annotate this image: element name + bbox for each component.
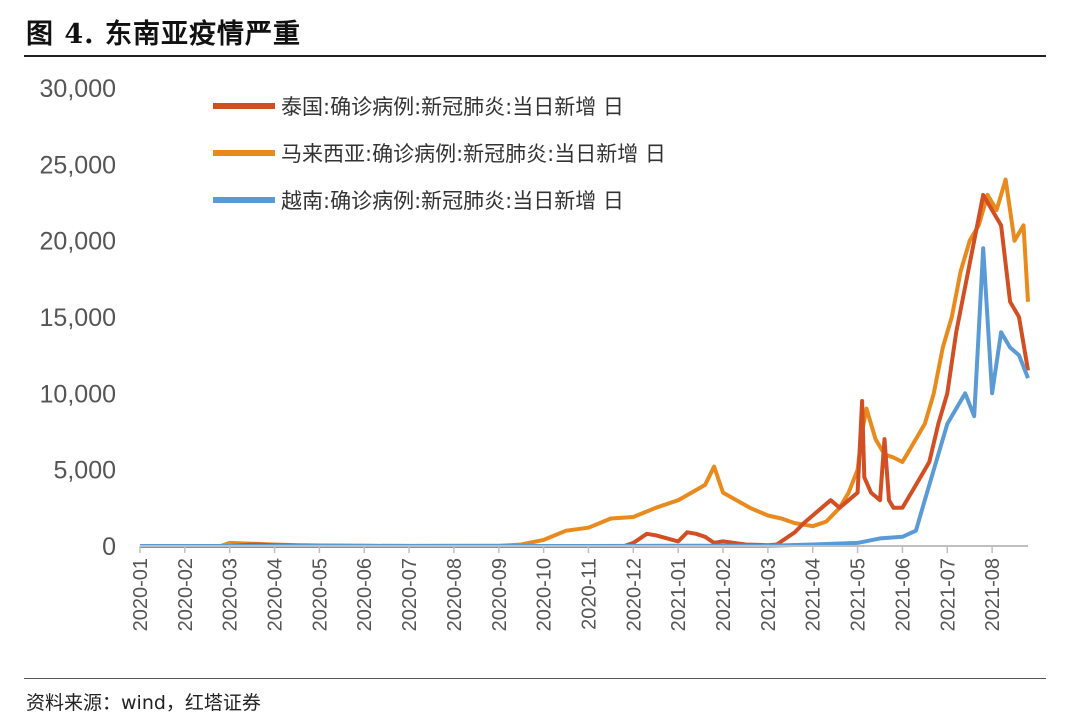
series-line-1: [140, 192, 1030, 548]
series-line-2: [140, 177, 1030, 548]
x-tick-label: 2020-10: [534, 558, 556, 631]
x-tick-label: 2021-01: [668, 558, 690, 631]
x-tick-label: 2021-04: [803, 558, 825, 631]
x-tick-label: 2020-06: [354, 558, 376, 631]
x-tick-label: 2021-03: [758, 558, 780, 631]
x-tick-label: 2020-02: [175, 558, 197, 631]
x-tick-label: 2021-06: [892, 558, 914, 631]
series-layer: [140, 177, 1030, 548]
source-note: 资料来源：wind，红塔证券: [26, 692, 261, 714]
x-tick-label: 2020-09: [489, 558, 511, 631]
y-tick-label: 10,000: [40, 380, 116, 408]
figure-title: 图 4. 东南亚疫情严重: [26, 19, 301, 50]
y-tick-label: 25,000: [40, 151, 116, 179]
y-axis: 0 5,000 10,000 15,000 20,000 25,000 30,000: [40, 75, 116, 561]
legend-label-1: 泰国:确诊病例:新冠肺炎:当日新增 日: [281, 95, 624, 119]
x-tick-label: 2021-02: [713, 558, 735, 631]
x-tick-label: 2020-07: [399, 558, 421, 631]
top-rule: [24, 55, 1046, 57]
y-tick-label: 20,000: [40, 228, 116, 256]
line-chart: 0 5,000 10,000 15,000 20,000 25,000 30,000 202…: [40, 75, 1030, 631]
bottom-rule: [24, 678, 1046, 679]
x-tick-label: 2020-04: [265, 558, 287, 631]
x-tick-label: 2020-11: [578, 558, 600, 630]
x-tick-label: 2020-05: [309, 558, 331, 631]
x-tick-label: 2021-07: [937, 558, 959, 631]
x-tick-label: 2020-03: [220, 558, 242, 631]
y-tick-label: 15,000: [40, 304, 116, 332]
x-tick-label: 2020-12: [623, 558, 645, 631]
series-line-3: [140, 246, 1030, 548]
y-tick-label: 30,000: [40, 75, 116, 103]
legend-label-3: 越南:确诊病例:新冠肺炎:当日新增 日: [281, 189, 624, 213]
y-tick-label: 0: [102, 533, 116, 561]
legend-label-2: 马来西亚:确诊病例:新冠肺炎:当日新增 日: [281, 142, 666, 166]
y-tick-label: 5,000: [53, 457, 116, 485]
x-axis: 2020-01 2020-02 2020-03 2020-04 2020-05 2020-…: [130, 545, 1028, 631]
x-tick-label: 2021-08: [982, 558, 1004, 631]
x-tick-label: 2020-08: [444, 558, 466, 631]
x-tick-label: 2021-05: [848, 558, 870, 631]
x-tick-label: 2020-01: [130, 558, 152, 631]
